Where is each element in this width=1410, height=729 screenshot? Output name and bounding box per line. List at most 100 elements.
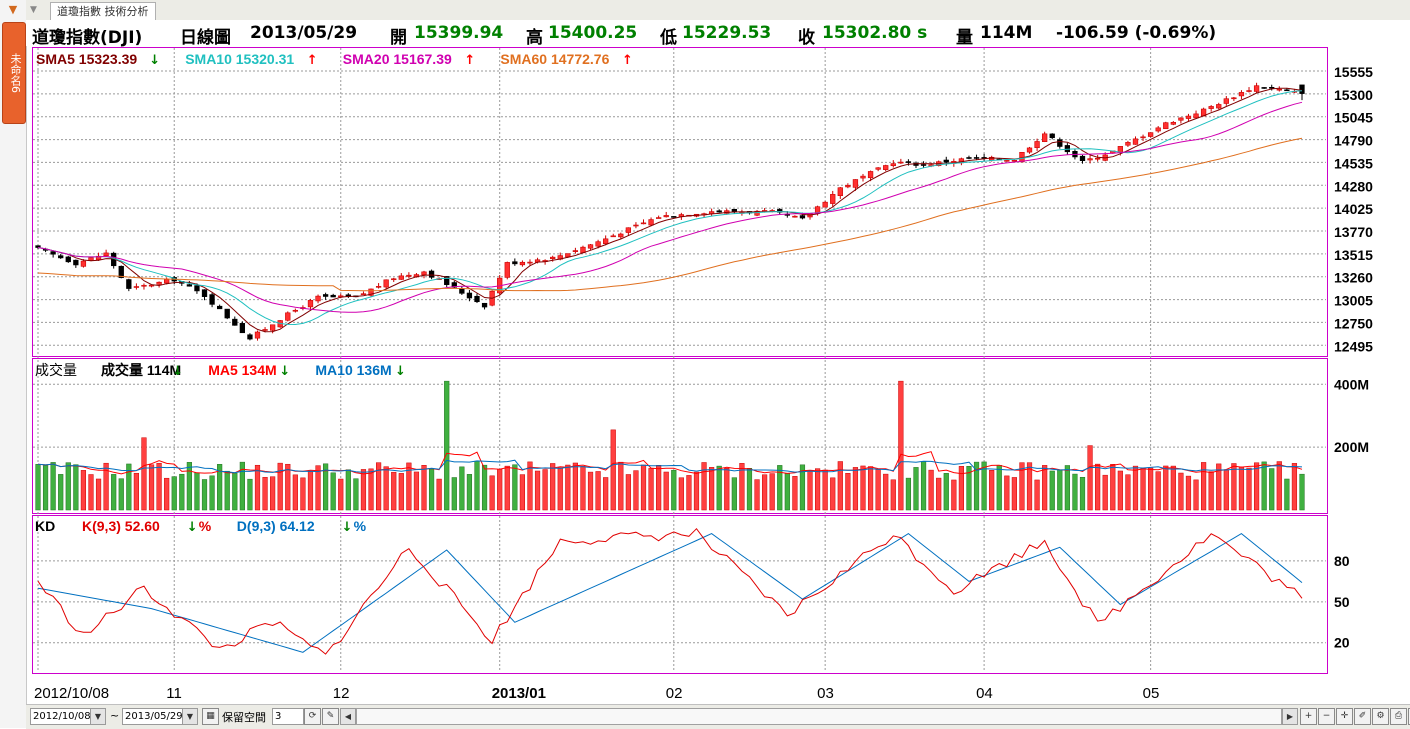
price-tick-label: 13260: [1334, 270, 1373, 286]
close-icon[interactable]: ×: [1408, 708, 1410, 725]
kd-title: KD: [35, 518, 55, 534]
candle-body: [35, 245, 41, 248]
candle-body: [239, 323, 246, 334]
volume-bar: [247, 478, 253, 511]
volume-bar: [981, 461, 987, 511]
footer-toolbar: 2012/10/08 ▼ ~ 2013/05/29 ▼ ▦ 保留空間 3 ⟳ ✎…: [26, 704, 1410, 729]
candle-body: [1163, 122, 1169, 130]
kd-lines: [37, 527, 1303, 655]
start-date-dropdown-icon[interactable]: ▼: [90, 708, 106, 725]
volume-ma5-line: [37, 451, 1303, 475]
volume-bar: [936, 477, 942, 511]
price-legend-0: SMA5 15323.39: [36, 51, 137, 67]
candle-body: [860, 175, 866, 179]
volume-bar: [126, 463, 132, 511]
sma20-line: [37, 101, 1303, 313]
volume-bar: [966, 466, 972, 511]
zoom-in-icon[interactable]: +: [1300, 708, 1317, 725]
volume-bar: [65, 462, 71, 511]
tab-label: 道瓊指數 技術分析: [57, 5, 149, 18]
candle-body: [444, 276, 450, 285]
candle-body: [618, 233, 624, 238]
dropdown-menu-icon[interactable]: ▼: [8, 3, 18, 16]
horizontal-scrollbar[interactable]: [356, 708, 1282, 725]
candle-body: [292, 309, 298, 312]
volume-bar: [285, 463, 291, 511]
candle-body: [640, 222, 647, 225]
start-date-input[interactable]: 2012/10/08: [30, 708, 92, 725]
k-line: [37, 527, 1303, 655]
candle-body: [368, 288, 374, 296]
volume-bar: [973, 461, 980, 511]
crosshair-icon[interactable]: ✛: [1336, 708, 1353, 725]
volume-bar: [232, 472, 238, 511]
volume-bar: [209, 475, 215, 511]
volume-bar: [693, 471, 700, 511]
volume-bar: [557, 467, 563, 511]
volume-bar: [307, 471, 314, 511]
open-value: 15399.94: [414, 23, 504, 43]
volume-bar: [368, 468, 374, 511]
volume-bar: [42, 465, 49, 511]
price-tick-label: 14280: [1334, 178, 1373, 194]
settings-icon[interactable]: ⚙: [1372, 708, 1389, 725]
tab-menu-chevron-icon[interactable]: ▼: [30, 5, 37, 15]
workspace-tab[interactable]: 未命名6: [2, 22, 26, 124]
x-tick-label: 2013/01: [492, 685, 546, 702]
arrow-up-icon: ↑: [464, 53, 475, 68]
volume-bar: [739, 463, 745, 511]
chart-canvas[interactable]: 15555 15300 15045 14790 14535 14280 14025 13770…: [0, 0, 1410, 704]
x-tick-label: 03: [817, 685, 834, 702]
end-date-input[interactable]: 2013/05/29: [122, 708, 184, 725]
volume-bar: [1087, 445, 1093, 511]
volume-bar: [1223, 469, 1229, 511]
candle-body: [65, 256, 71, 263]
volume-bar: [1284, 478, 1290, 511]
candle-body: [58, 255, 64, 259]
candle-body: [133, 286, 140, 288]
refresh-icon[interactable]: ⟳: [304, 708, 321, 725]
volume-bar: [436, 478, 442, 511]
tab-bar: ▼ 道瓊指數 技術分析: [26, 0, 1410, 21]
candle-body: [572, 250, 579, 252]
volume-bar: [95, 478, 102, 511]
tab-technical-analysis[interactable]: 道瓊指數 技術分析: [50, 2, 156, 20]
candle-body: [898, 161, 904, 164]
volume-bar: [164, 477, 170, 511]
volume-bar: [292, 474, 298, 511]
scroll-right-icon[interactable]: ▶: [1282, 708, 1298, 725]
candle-body: [512, 261, 518, 265]
volume-bar: [550, 463, 556, 511]
volume-bar: [1019, 462, 1025, 511]
zoom-out-icon[interactable]: −: [1318, 708, 1335, 725]
candle-body: [217, 305, 223, 310]
volume-bar: [1185, 475, 1192, 511]
volume-bar: [58, 474, 64, 511]
volume-bar: [1034, 479, 1040, 511]
volume-bar: [814, 468, 821, 511]
candle-body: [269, 324, 276, 331]
volume-bar: [383, 466, 389, 511]
volume-bar: [217, 464, 223, 511]
calendar-icon[interactable]: ▦: [202, 708, 219, 725]
candle-body: [156, 281, 162, 285]
reserve-space-label: 保留空間: [222, 711, 266, 724]
ruler-icon[interactable]: ✎: [322, 708, 339, 725]
price-tick-label: 14025: [1334, 201, 1373, 217]
volume-bar: [777, 465, 783, 511]
volume-bar: [618, 461, 624, 511]
volume-bar: [512, 464, 518, 511]
volume-bar: [35, 464, 41, 511]
scroll-left-icon[interactable]: ◀: [340, 708, 356, 725]
volume-bar: [769, 473, 775, 511]
reserve-space-input[interactable]: 3: [272, 708, 304, 725]
volume-bar: [1117, 470, 1123, 511]
end-date-dropdown-icon[interactable]: ▼: [182, 708, 198, 725]
volume-bar: [920, 461, 927, 511]
x-tick-label: 02: [666, 685, 683, 702]
draw-tool-icon[interactable]: ✐: [1354, 708, 1371, 725]
candle-body: [1238, 92, 1245, 97]
candle-body: [1057, 139, 1063, 147]
print-icon[interactable]: ⎙: [1390, 708, 1407, 725]
volume-bar: [762, 474, 768, 511]
